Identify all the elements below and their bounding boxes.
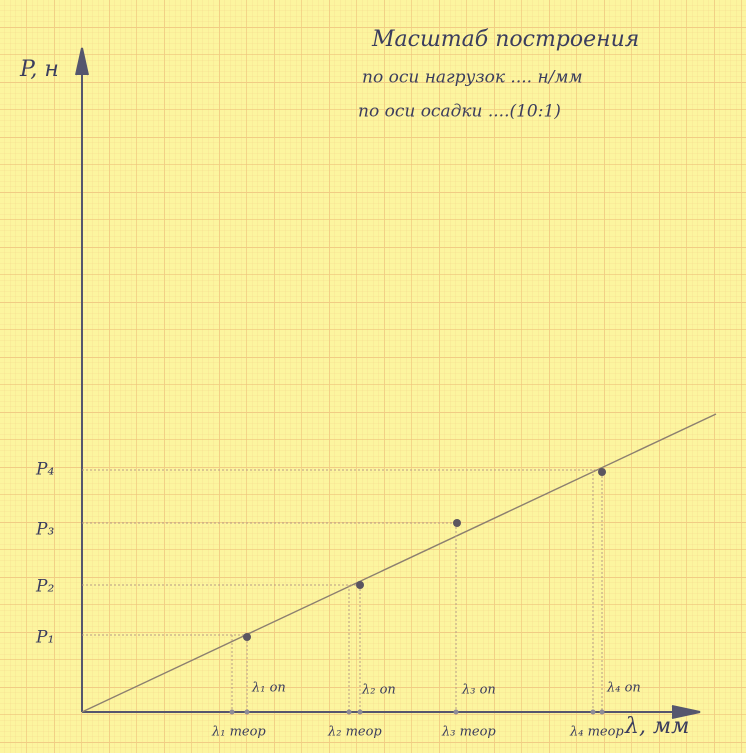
y-tick-label: P₃ [35,520,54,540]
dot [600,710,605,715]
y-tick-label: P₁ [35,628,54,648]
note-title: Масштаб построения [371,27,639,52]
x-tick-label: λ₃ оп [461,683,496,698]
point [356,581,364,589]
dot [245,710,250,715]
y-axis-label: P, н [19,57,59,82]
dot [454,710,459,715]
point [453,519,461,527]
x-tick-label: λ₂ теор [327,725,382,740]
x-tick-label: λ₄ теор [569,725,624,740]
y-tick-label: P₂ [35,577,54,597]
dot [358,710,363,715]
dot [230,710,235,715]
note-line: по оси нагрузок .... н/мм [362,68,583,88]
x-tick-label: λ₄ оп [606,681,641,696]
dot [347,710,352,715]
graph-sheet: Масштаб построения по оси нагрузок .... … [0,0,746,753]
x-tick-label: λ₃ теор [441,725,496,740]
dot [591,710,596,715]
x-tick-label: λ₁ теор [211,725,266,740]
point [598,468,606,476]
x-tick-label: λ₁ оп [251,681,286,696]
note-line: по оси осадки ....(10:1) [358,102,561,122]
x-axis-label: λ, мм [624,714,689,739]
point [243,633,251,641]
y-tick-label: P₄ [35,460,54,480]
page: Масштаб построения по оси нагрузок .... … [0,0,746,753]
x-tick-label: λ₂ оп [361,683,396,698]
